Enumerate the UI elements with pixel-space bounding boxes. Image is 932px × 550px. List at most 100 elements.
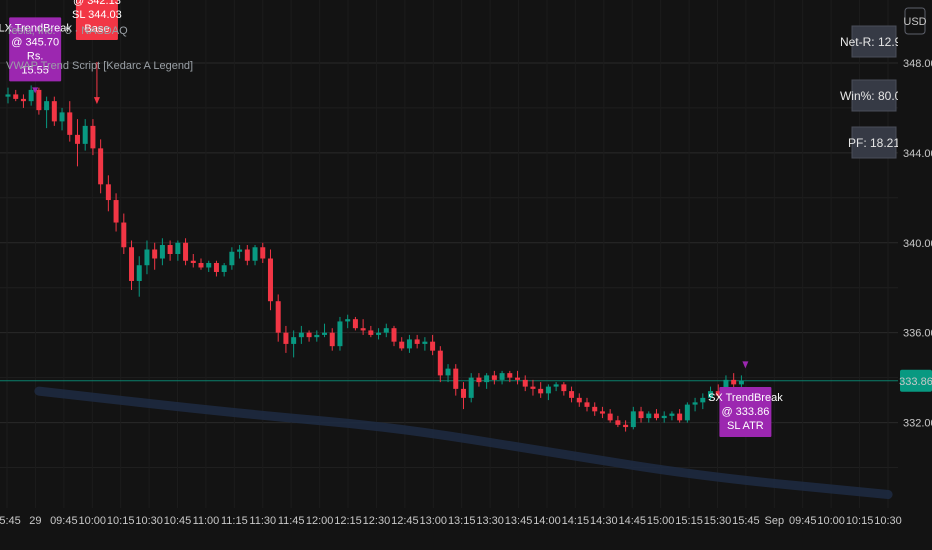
- candle: [391, 325, 397, 347]
- candle-body: [183, 242, 189, 261]
- candle: [437, 346, 443, 383]
- candle: [213, 260, 219, 277]
- candle-body: [430, 341, 436, 351]
- candle: [74, 119, 80, 167]
- candle: [592, 402, 598, 416]
- candle-body: [376, 332, 382, 335]
- symbol-title[interactable]: Tesla, Inc. · 5 · NASDAQ: [6, 25, 128, 37]
- candle: [430, 334, 436, 356]
- trade-label-line: SX TrendBreak: [708, 392, 783, 404]
- trade-arrow-head: [742, 361, 749, 369]
- candle-body: [167, 245, 173, 254]
- candle: [113, 193, 119, 232]
- price-tick-label: 340.00: [903, 238, 932, 250]
- candle-body: [129, 247, 135, 281]
- candle: [136, 256, 142, 297]
- last-price-text: 333.86: [899, 376, 932, 388]
- candle: [545, 384, 551, 401]
- stat-box-bg: [851, 25, 897, 58]
- candle-body: [491, 375, 497, 380]
- candle: [576, 393, 582, 407]
- time-tick-label: 15:00: [647, 515, 675, 527]
- candle-body: [36, 89, 42, 111]
- time-tick-label: 10:15: [107, 515, 135, 527]
- price-axis[interactable]: 348.00 344.00 340.00 336.00 332.00 333.86: [898, 0, 932, 550]
- indicator-title[interactable]: VWAP Trend Script [Kedarc A Legend]: [6, 60, 193, 72]
- candle-body: [5, 94, 11, 97]
- currency-button[interactable]: USD: [903, 7, 927, 35]
- candle: [221, 262, 227, 277]
- candle: [522, 375, 528, 392]
- candle: [314, 330, 320, 342]
- candle: [738, 375, 744, 389]
- candle-body: [623, 424, 629, 428]
- price-tick-label: 348.00: [903, 58, 932, 70]
- candle-body: [59, 112, 65, 122]
- candle-body: [545, 386, 551, 394]
- candle: [121, 213, 127, 254]
- candle: [538, 382, 544, 398]
- time-tick-label: 15:15: [675, 515, 703, 527]
- candle-body: [90, 125, 96, 149]
- candle-body: [136, 265, 142, 281]
- candle: [460, 382, 466, 410]
- candle: [144, 240, 150, 275]
- candle-body: [213, 262, 219, 272]
- candle: [90, 119, 96, 156]
- candle-body: [229, 251, 235, 266]
- candle: [383, 323, 389, 338]
- candle-body: [661, 415, 667, 419]
- candle: [298, 325, 304, 344]
- candle-body: [74, 134, 80, 144]
- candle: [445, 364, 451, 383]
- time-tick-label: 15:45: [732, 515, 760, 527]
- candle: [67, 101, 73, 142]
- trade-label-line: Rs.: [27, 50, 44, 62]
- candle-body: [445, 368, 451, 376]
- candle: [692, 397, 698, 412]
- candle: [159, 238, 165, 266]
- candles-layer: [5, 85, 744, 432]
- candle: [491, 370, 497, 385]
- candle: [360, 319, 366, 335]
- candle-body: [638, 411, 644, 419]
- candle: [283, 325, 289, 353]
- candle-body: [20, 98, 26, 102]
- candle: [345, 314, 351, 329]
- trade-label-long: LX TrendBreak @ 345.70 Rs. 15.55: [0, 17, 72, 94]
- candle-body: [345, 319, 351, 322]
- candle-body: [684, 404, 690, 421]
- candle-body: [615, 420, 621, 425]
- candle-body: [237, 249, 243, 252]
- candle: [291, 330, 297, 358]
- candle-body: [198, 262, 204, 268]
- grid-lines: [0, 62, 898, 469]
- candle-body: [275, 301, 281, 333]
- candle-body: [391, 328, 397, 342]
- candle-body: [422, 341, 428, 344]
- candle-body: [67, 112, 73, 135]
- time-tick-label: 09:45: [789, 515, 817, 527]
- time-tick-label: 09:45: [50, 515, 78, 527]
- candle: [175, 240, 181, 261]
- candle: [623, 420, 629, 432]
- candle-body: [515, 377, 521, 380]
- candle-body: [306, 332, 312, 338]
- candle: [28, 85, 34, 106]
- stat-text: Win%: 80.00: [840, 89, 908, 103]
- time-tick-label: 10:45: [164, 515, 192, 527]
- candle: [638, 406, 644, 423]
- candle: [337, 316, 343, 351]
- candle: [5, 87, 11, 104]
- trade-label-line: SL 344.03: [72, 9, 122, 21]
- candle-body: [368, 330, 374, 335]
- time-axis[interactable]: 15:452909:4510:0010:1510:3010:4511:0011:…: [0, 508, 932, 550]
- stats-panel: Net-R: 12.97 Win%: 80.00 PF: 18.21: [840, 25, 908, 159]
- candle: [553, 382, 559, 392]
- time-tick-label: 11:15: [221, 515, 248, 527]
- trade-arrow-head: [32, 87, 39, 94]
- candle: [190, 254, 196, 268]
- candle: [13, 89, 19, 102]
- price-tick-label: 336.00: [903, 328, 932, 340]
- time-tick-label: 10:00: [817, 515, 845, 527]
